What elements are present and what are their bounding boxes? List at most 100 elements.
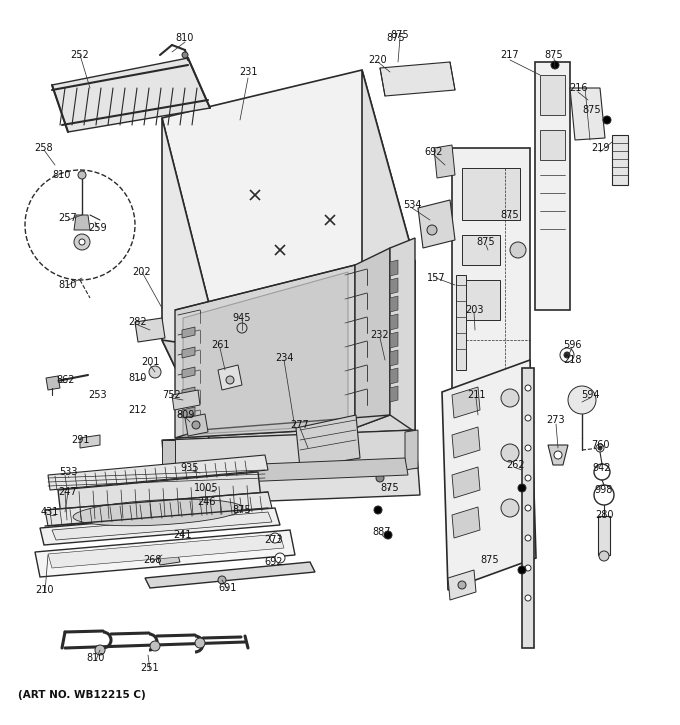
Polygon shape: [182, 347, 195, 358]
Circle shape: [568, 386, 596, 414]
Polygon shape: [45, 492, 272, 526]
Polygon shape: [185, 414, 208, 436]
Text: 247: 247: [58, 487, 78, 497]
Circle shape: [218, 576, 226, 584]
Text: 810: 810: [176, 33, 194, 43]
Polygon shape: [456, 275, 466, 370]
Polygon shape: [183, 272, 348, 435]
Polygon shape: [58, 472, 262, 525]
Text: 219: 219: [591, 143, 609, 153]
Circle shape: [501, 389, 519, 407]
Text: 935: 935: [181, 463, 199, 473]
Text: 691: 691: [219, 583, 237, 593]
Polygon shape: [535, 62, 570, 310]
Polygon shape: [462, 280, 500, 320]
Text: 875: 875: [500, 210, 520, 220]
Polygon shape: [48, 534, 284, 568]
Polygon shape: [162, 118, 210, 440]
Polygon shape: [52, 58, 210, 132]
Text: 259: 259: [88, 223, 107, 233]
Polygon shape: [462, 235, 500, 265]
Circle shape: [603, 116, 611, 124]
Text: (ART NO. WB12215 C): (ART NO. WB12215 C): [18, 690, 146, 700]
Text: 862: 862: [56, 375, 75, 385]
Text: 257: 257: [58, 213, 78, 223]
Text: 216: 216: [568, 83, 588, 93]
Polygon shape: [452, 148, 530, 400]
Text: 534: 534: [403, 200, 421, 210]
Text: 810: 810: [53, 170, 71, 180]
Polygon shape: [390, 314, 398, 330]
Circle shape: [598, 446, 602, 450]
Polygon shape: [452, 467, 480, 498]
Text: 220: 220: [369, 55, 388, 65]
Circle shape: [501, 499, 519, 517]
Polygon shape: [296, 415, 360, 468]
Circle shape: [525, 445, 531, 451]
Polygon shape: [540, 130, 565, 160]
Polygon shape: [162, 440, 175, 478]
Polygon shape: [355, 248, 390, 428]
Text: 231: 231: [239, 67, 257, 77]
Polygon shape: [74, 215, 90, 230]
Polygon shape: [135, 318, 165, 342]
Text: 875: 875: [583, 105, 601, 115]
Text: 810: 810: [58, 280, 78, 290]
Text: 212: 212: [129, 405, 148, 415]
Polygon shape: [612, 135, 628, 185]
Polygon shape: [452, 427, 480, 458]
Text: 596: 596: [563, 340, 581, 350]
Polygon shape: [182, 367, 195, 378]
Text: 942: 942: [593, 463, 611, 473]
Text: 760: 760: [591, 440, 609, 450]
Text: 246: 246: [197, 497, 216, 507]
Circle shape: [554, 451, 562, 459]
Text: 1005: 1005: [194, 483, 218, 493]
Text: 211: 211: [466, 390, 486, 400]
Polygon shape: [162, 70, 415, 308]
Text: 594: 594: [581, 390, 599, 400]
Ellipse shape: [73, 500, 243, 526]
Circle shape: [525, 595, 531, 601]
Polygon shape: [162, 430, 418, 478]
Circle shape: [74, 234, 90, 250]
Text: 945: 945: [233, 313, 251, 323]
Circle shape: [510, 242, 526, 258]
Text: 533: 533: [58, 467, 78, 477]
Circle shape: [501, 444, 519, 462]
Circle shape: [237, 323, 247, 333]
Text: 262: 262: [507, 460, 526, 470]
Text: 291: 291: [71, 435, 89, 445]
Text: 875: 875: [477, 237, 495, 247]
Polygon shape: [442, 360, 536, 590]
Polygon shape: [598, 516, 610, 555]
Text: 875: 875: [481, 555, 499, 565]
Polygon shape: [390, 368, 398, 384]
Circle shape: [458, 581, 466, 589]
Polygon shape: [418, 200, 455, 248]
Text: 273: 273: [265, 535, 284, 545]
Text: 202: 202: [133, 267, 152, 277]
Polygon shape: [205, 485, 234, 505]
Circle shape: [270, 533, 280, 543]
Circle shape: [78, 171, 86, 179]
Polygon shape: [175, 265, 355, 310]
Text: 157: 157: [426, 273, 445, 283]
Circle shape: [226, 376, 234, 384]
Text: 810: 810: [87, 653, 105, 663]
Text: 217: 217: [500, 50, 520, 60]
Polygon shape: [452, 387, 480, 418]
Circle shape: [79, 239, 85, 245]
Circle shape: [150, 641, 160, 651]
Circle shape: [525, 535, 531, 541]
Polygon shape: [165, 458, 408, 485]
Text: 282: 282: [129, 317, 148, 327]
Circle shape: [525, 565, 531, 571]
Text: 258: 258: [35, 143, 53, 153]
Text: 232: 232: [371, 330, 390, 340]
Polygon shape: [362, 70, 415, 430]
Polygon shape: [390, 332, 398, 348]
Polygon shape: [162, 340, 415, 440]
Polygon shape: [40, 508, 280, 545]
Circle shape: [182, 52, 188, 58]
